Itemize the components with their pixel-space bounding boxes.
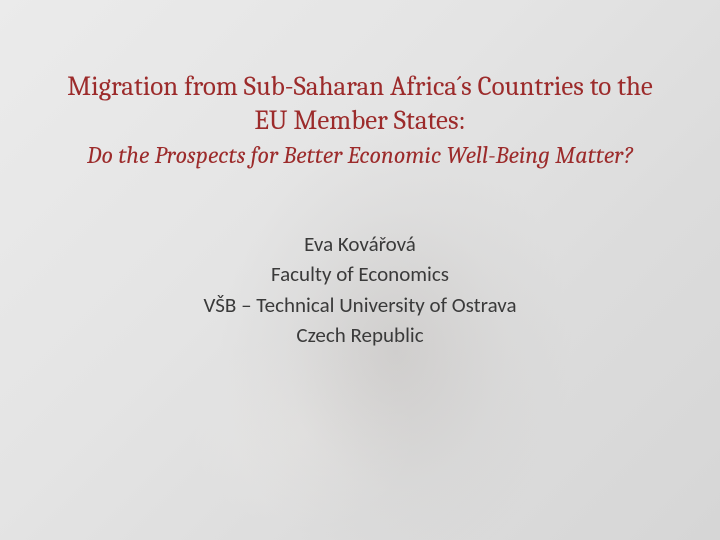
author-faculty: Faculty of Economics xyxy=(60,259,660,289)
title-subtitle: Do the Prospects for Better Economic Wel… xyxy=(60,140,660,171)
author-block: Eva Kovářová Faculty of Economics VŠB – … xyxy=(60,229,660,351)
author-university: VŠB – Technical University of Ostrava xyxy=(60,290,660,320)
title-main: Migration from Sub-Saharan Africa´s Coun… xyxy=(60,70,660,138)
title-block: Migration from Sub-Saharan Africa´s Coun… xyxy=(60,70,660,171)
author-name: Eva Kovářová xyxy=(60,229,660,259)
slide: Migration from Sub-Saharan Africa´s Coun… xyxy=(0,0,720,540)
author-country: Czech Republic xyxy=(60,320,660,350)
